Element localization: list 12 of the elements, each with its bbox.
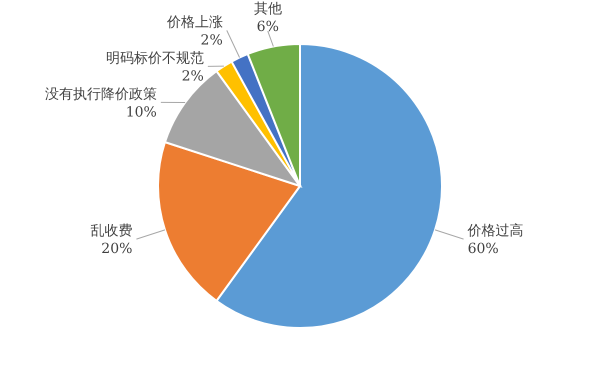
data-label: 60% — [468, 241, 499, 258]
data-label: 2% — [200, 32, 223, 48]
data-label: 2% — [182, 68, 204, 84]
slice-label: 乱收费 — [90, 223, 132, 240]
slice-label: 其他 — [254, 1, 282, 18]
data-label: 10% — [126, 104, 157, 120]
slice-label: 价格上涨 — [166, 14, 223, 30]
slice-label: 明码标价不规范 — [106, 50, 204, 66]
slice-label: 价格过高 — [466, 223, 524, 240]
data-label: 6% — [256, 19, 279, 36]
slice-label: 没有执行降价政策 — [44, 86, 157, 102]
data-label: 20% — [101, 241, 132, 258]
